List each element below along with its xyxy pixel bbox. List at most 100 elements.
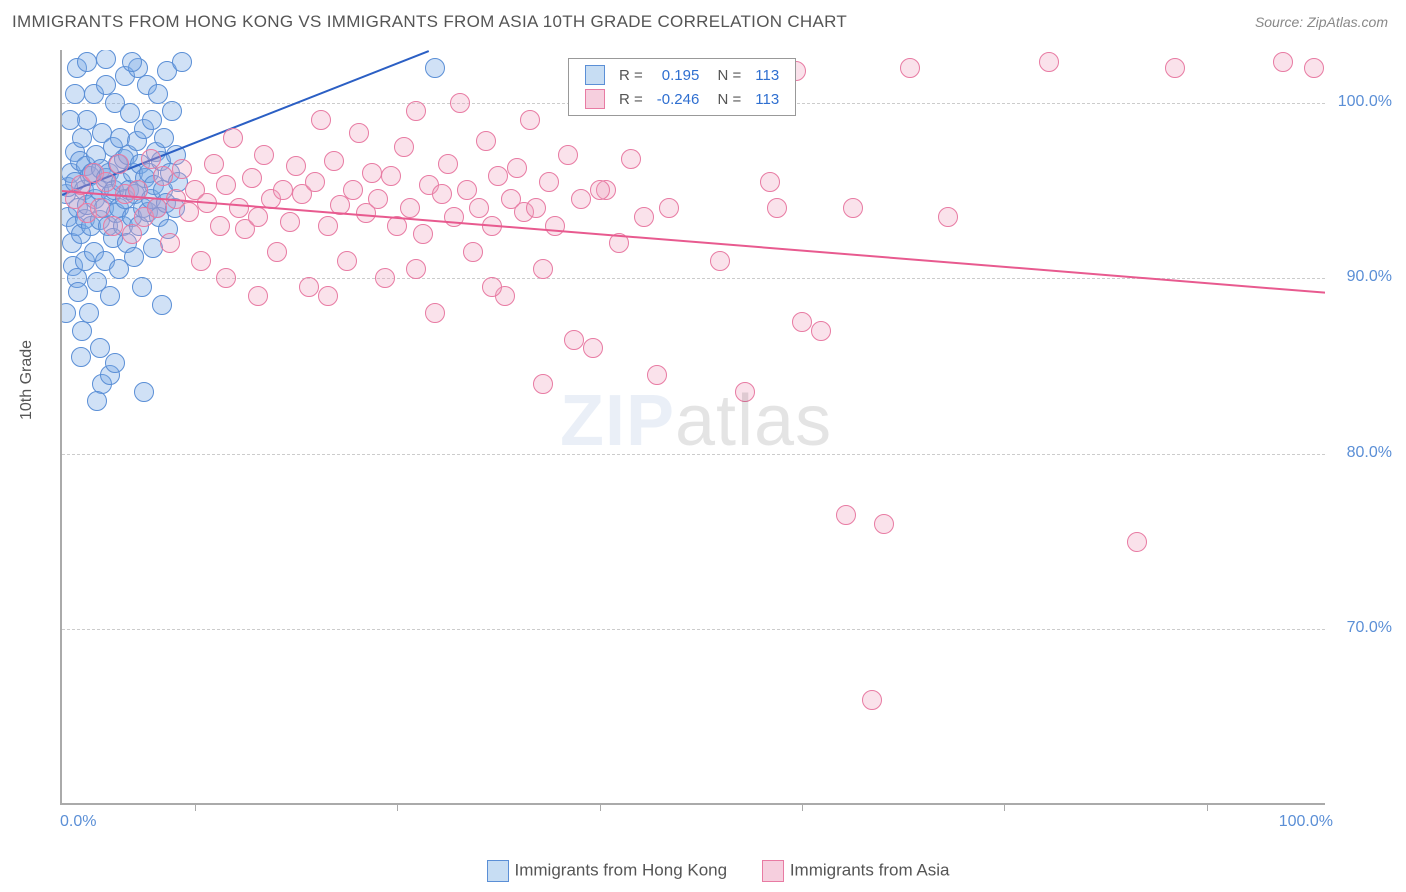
data-point [811,321,831,341]
data-point [72,128,92,148]
data-point [792,312,812,332]
data-point [87,391,107,411]
data-point [71,347,91,367]
data-point [254,145,274,165]
data-point [406,259,426,279]
legend-label-2: Immigrants from Asia [790,860,950,879]
data-point [590,180,610,200]
data-point [836,505,856,525]
data-point [147,198,167,218]
data-point [162,101,182,121]
data-point [305,172,325,192]
data-point [413,224,433,244]
data-point [79,303,99,323]
xtick-label-right: 100.0% [1279,813,1333,831]
data-point [432,184,452,204]
data-point [68,282,88,302]
data-point [533,259,553,279]
data-point [191,251,211,271]
data-point [160,233,180,253]
data-point [621,149,641,169]
data-point [874,514,894,534]
data-point [533,374,553,394]
data-point [368,189,388,209]
data-point [77,52,97,72]
legend-swatch-1 [487,860,509,882]
data-point [122,224,142,244]
ytick-label: 70.0% [1347,619,1392,637]
trend-line [62,190,1325,294]
ytick-label: 100.0% [1338,93,1392,111]
data-point [337,251,357,271]
data-point [425,58,445,78]
data-point [134,382,154,402]
legend-label-1: Immigrants from Hong Kong [515,860,728,879]
data-point [760,172,780,192]
data-point [343,180,363,200]
source-link[interactable]: ZipAtlas.com [1307,14,1388,30]
data-point [843,198,863,218]
data-point [141,149,161,169]
data-point [425,303,445,323]
data-point [216,175,236,195]
data-point [179,202,199,222]
data-point [375,268,395,288]
data-point [62,303,76,323]
watermark: ZIPatlas [560,380,832,462]
data-point [273,180,293,200]
data-point [634,207,654,227]
data-point [564,330,584,350]
ytick-label: 80.0% [1347,444,1392,462]
data-point [900,58,920,78]
data-point [311,110,331,130]
data-point [172,159,192,179]
data-point [1273,52,1293,72]
data-point [154,128,174,148]
data-point [507,158,527,178]
data-point [223,128,243,148]
data-point [457,180,477,200]
data-point [152,295,172,315]
data-point [280,212,300,232]
correlation-legend: R = 0.195 N = 113R = -0.246 N = 113 [568,58,796,116]
data-point [710,251,730,271]
data-point [381,166,401,186]
data-point [1165,58,1185,78]
data-point [318,286,338,306]
data-point [72,321,92,341]
data-point [362,163,382,183]
data-point [216,268,236,288]
data-point [545,216,565,236]
data-point [520,110,540,130]
data-point [659,198,679,218]
data-point [100,286,120,306]
data-point [767,198,787,218]
data-point [318,216,338,236]
data-point [349,123,369,143]
legend-swatch-2 [762,860,784,882]
chart-title: IMMIGRANTS FROM HONG KONG VS IMMIGRANTS … [12,12,847,32]
data-point [109,154,129,174]
data-point [242,168,262,188]
data-point [153,166,173,186]
data-point [400,198,420,218]
data-point [1127,532,1147,552]
data-point [124,247,144,267]
data-point [438,154,458,174]
y-axis-label: 10th Grade [18,340,36,420]
data-point [229,198,249,218]
data-point [172,52,192,72]
data-point [476,131,496,151]
data-point [394,137,414,157]
data-point [65,84,85,104]
data-point [142,110,162,130]
data-point [132,277,152,297]
data-point [103,216,123,236]
data-point [122,52,142,72]
source-label: Source: ZipAtlas.com [1255,14,1388,30]
data-point [90,198,110,218]
data-point [248,286,268,306]
data-point [96,50,116,69]
data-point [463,242,483,262]
data-point [571,189,591,209]
